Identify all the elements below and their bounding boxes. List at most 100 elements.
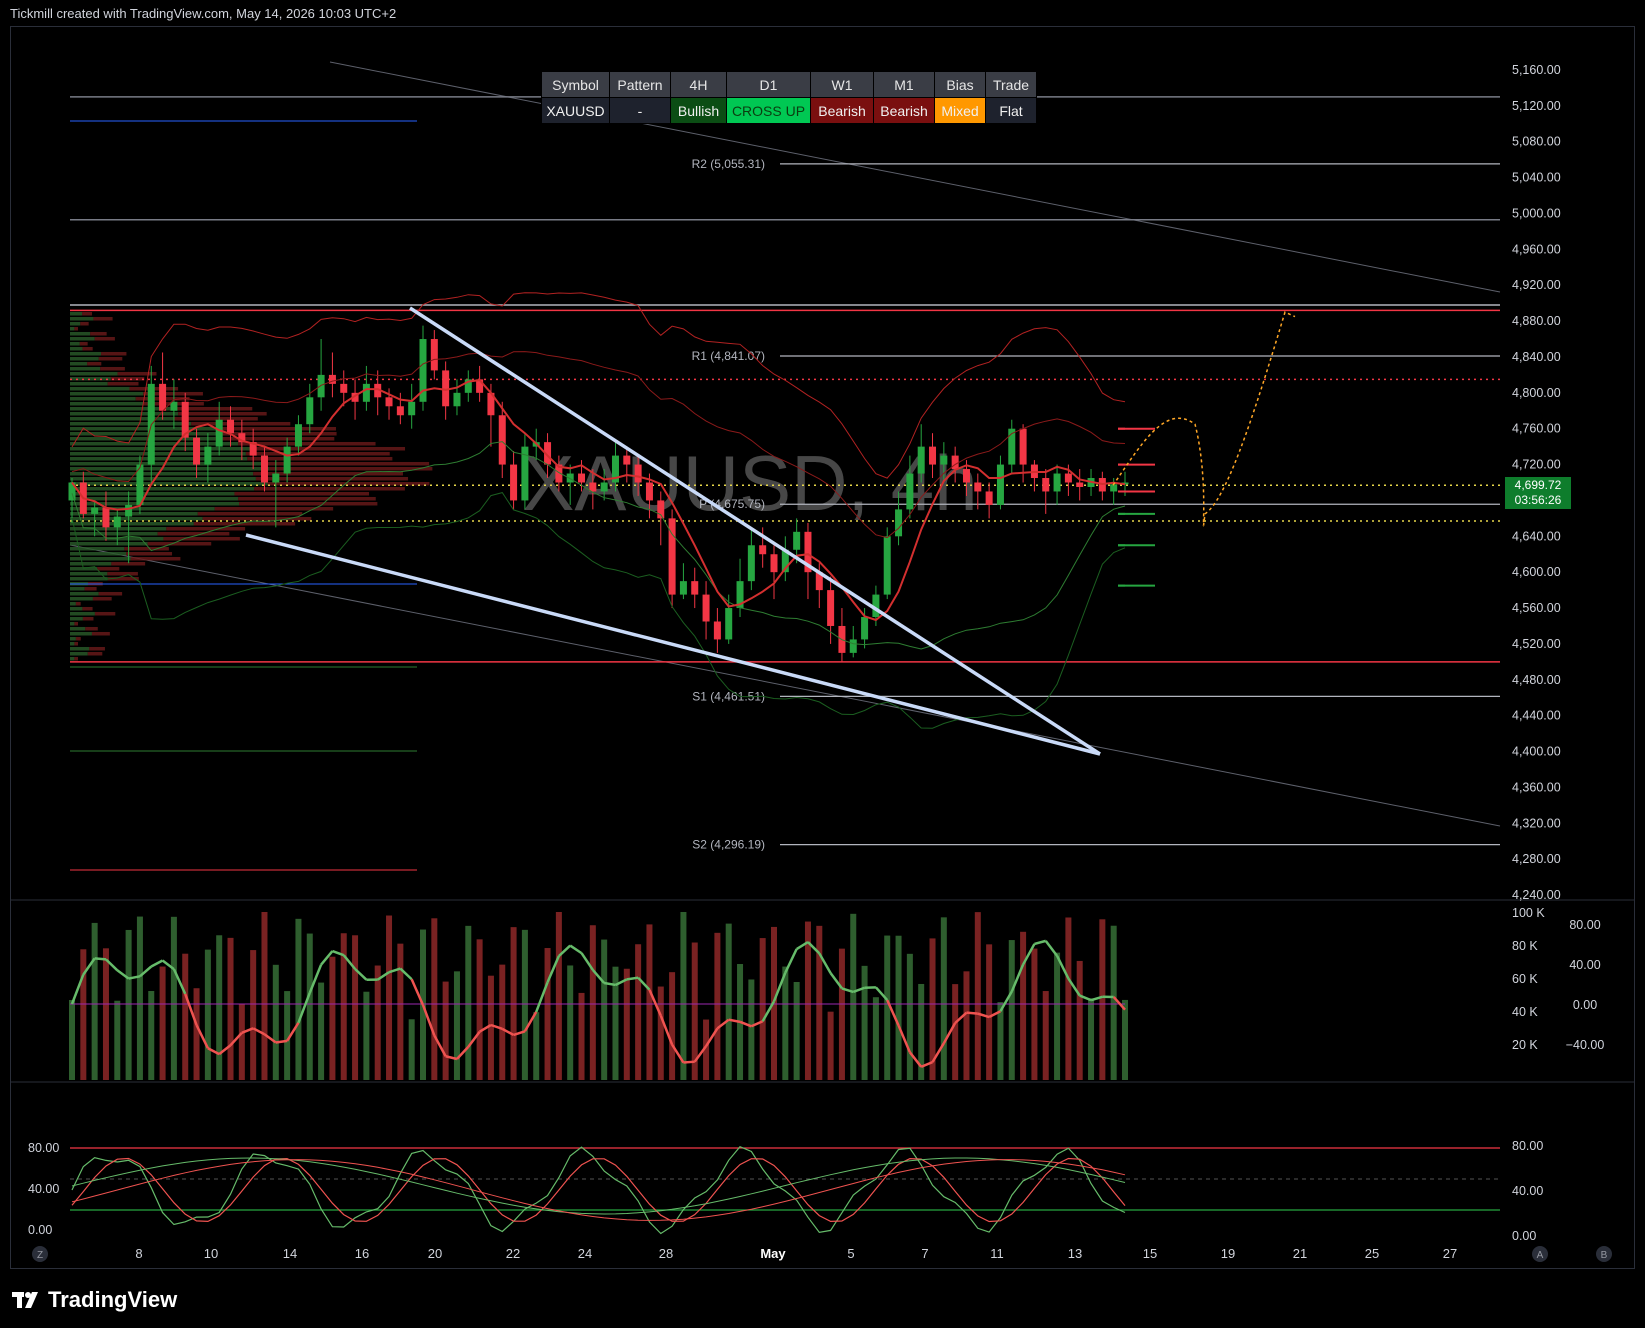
volume-bar	[363, 991, 370, 1080]
oscillator-segment	[886, 999, 900, 1026]
time-tick-label: 19	[1221, 1246, 1235, 1261]
volume-profile-bar	[92, 597, 112, 601]
oscillator-segment	[1034, 939, 1047, 946]
oscillator-segment	[490, 1023, 503, 1031]
volume-bar	[714, 932, 721, 1080]
oscillator-segment	[184, 993, 198, 1026]
candle-body	[306, 397, 314, 425]
oscillator-segment	[94, 957, 107, 961]
candle-body	[1053, 473, 1061, 492]
volume-profile-bar	[70, 447, 255, 451]
stoch-k-line	[71, 1145, 1126, 1235]
volume-bar	[895, 935, 902, 1080]
candle-body	[385, 397, 393, 407]
volume-profile-bar	[254, 487, 405, 491]
candle-body	[589, 482, 597, 492]
volume-bar	[612, 966, 619, 1080]
volume-profile-bar	[80, 322, 89, 326]
volume-profile-bar	[216, 432, 337, 436]
price-tick-label: 5,080.00	[1512, 135, 1561, 149]
volume-bar	[759, 938, 766, 1080]
volume-profile-bar	[239, 502, 378, 506]
volume-bar	[499, 964, 506, 1080]
time-tick-label: 25	[1365, 1246, 1379, 1261]
volume-profile-bar	[70, 612, 95, 616]
bias-header-d1: D1	[726, 71, 811, 98]
candle-body	[668, 518, 676, 595]
time-tick-label: 14	[283, 1246, 297, 1261]
bias-value-d1: CROSS UP	[726, 97, 811, 124]
volume-profile-bar	[70, 352, 102, 356]
candle-body	[906, 473, 914, 510]
pivot-label: P (4,675.75)	[699, 497, 765, 511]
upper-band-outer	[71, 292, 1126, 479]
candle-body	[328, 374, 336, 384]
candle-body	[260, 455, 268, 483]
price-tick-label: 5,000.00	[1512, 206, 1561, 220]
volume-bar	[386, 915, 393, 1080]
log-scale-button-label: B	[1601, 1250, 1608, 1261]
volume-bar	[838, 948, 845, 1080]
volume-bar	[804, 921, 811, 1080]
volume-profile-bar	[70, 402, 144, 406]
oscillator-segment	[128, 975, 141, 980]
candle-body	[1008, 428, 1016, 465]
oscillator-segment	[1112, 996, 1126, 1011]
time-tick-label: 21	[1293, 1246, 1307, 1261]
oscillator-tick-label: 80.00	[1569, 918, 1600, 932]
bias-value-m1: Bearish	[873, 97, 935, 124]
oscillator-segment	[977, 1012, 990, 1019]
volume-bar	[567, 965, 574, 1080]
candle-body	[657, 500, 665, 519]
volume-bar	[669, 972, 676, 1080]
volume-bar	[250, 950, 257, 1080]
candle-body	[272, 473, 280, 483]
volume-profile-bar	[124, 547, 169, 551]
oscillator-segment	[354, 968, 368, 981]
volume-profile-bar	[93, 317, 113, 321]
volume-profile-bar	[87, 362, 102, 366]
oscillator-segment	[297, 992, 311, 1024]
volume-bar	[408, 1019, 415, 1080]
log-scale-button[interactable]	[1596, 1246, 1612, 1262]
upper-band-inner	[71, 351, 1126, 539]
candle-body	[691, 581, 699, 595]
candle-body	[985, 491, 993, 505]
oscillator-segment	[308, 964, 323, 994]
candle-body	[578, 473, 586, 483]
price-tick-label: 5,040.00	[1512, 171, 1561, 185]
volume-bar	[906, 953, 913, 1080]
bias-table: Symbol Pattern 4H D1 W1 M1 Bias Trade XA…	[541, 71, 1037, 124]
candle-body	[1019, 428, 1027, 465]
volume-bar	[216, 935, 223, 1080]
volume-bar	[352, 935, 359, 1080]
auto-scale-button[interactable]	[1532, 1246, 1548, 1262]
volume-profile-bar	[216, 427, 336, 431]
time-tick-label: 20	[428, 1246, 442, 1261]
volume-profile-bar	[178, 412, 267, 416]
oscillator-segment	[659, 1015, 674, 1046]
candle-body	[759, 545, 767, 555]
tradingview-footer[interactable]: TradingView	[12, 1287, 177, 1313]
oscillator-segment	[558, 944, 572, 957]
volume-bar	[306, 933, 313, 1080]
scale-button-left[interactable]	[32, 1246, 48, 1262]
volume-profile-bar	[70, 417, 174, 421]
volume-profile-bar	[82, 347, 93, 351]
volume-bar	[623, 968, 630, 1080]
price-tick-label: 5,160.00	[1512, 63, 1561, 77]
volume-bar	[397, 943, 404, 1080]
oscillator-segment	[1010, 964, 1025, 993]
volume-bar	[125, 929, 132, 1080]
volume-profile-bar	[147, 542, 212, 546]
stoch-left-tick-label: 0.00	[28, 1223, 52, 1237]
price-tick-label: 4,720.00	[1512, 458, 1561, 472]
candle-body	[159, 383, 167, 411]
bias-value-4h: Bullish	[670, 97, 727, 124]
wedge-upper-line	[409, 306, 1101, 756]
volume-profile-bar	[202, 517, 312, 521]
candle-body	[815, 572, 823, 591]
volume-profile-bar	[75, 637, 81, 641]
volume-bar	[329, 956, 336, 1080]
